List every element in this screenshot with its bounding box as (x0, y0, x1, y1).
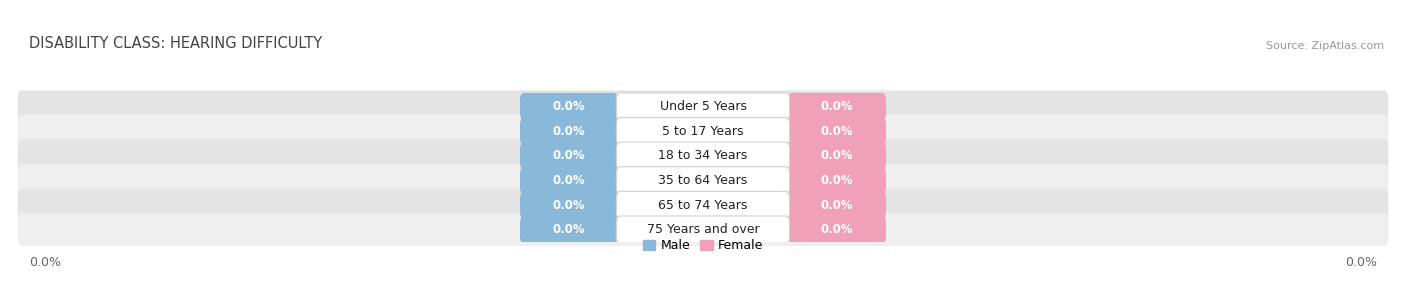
FancyBboxPatch shape (520, 93, 617, 120)
FancyBboxPatch shape (18, 115, 1388, 147)
FancyBboxPatch shape (789, 142, 886, 170)
FancyBboxPatch shape (18, 90, 1388, 123)
FancyBboxPatch shape (789, 216, 886, 244)
FancyBboxPatch shape (520, 117, 617, 145)
FancyBboxPatch shape (520, 191, 617, 219)
FancyBboxPatch shape (18, 164, 1388, 197)
FancyBboxPatch shape (520, 167, 617, 194)
Text: 75 Years and over: 75 Years and over (647, 223, 759, 236)
Text: 0.0%: 0.0% (821, 125, 853, 138)
FancyBboxPatch shape (789, 117, 886, 145)
FancyBboxPatch shape (789, 191, 886, 219)
Text: 0.0%: 0.0% (553, 125, 585, 138)
Text: 0.0%: 0.0% (821, 199, 853, 212)
Text: 65 to 74 Years: 65 to 74 Years (658, 199, 748, 212)
FancyBboxPatch shape (616, 216, 790, 244)
Text: 0.0%: 0.0% (821, 149, 853, 162)
Text: 0.0%: 0.0% (821, 100, 853, 113)
FancyBboxPatch shape (789, 93, 886, 120)
Text: 0.0%: 0.0% (821, 223, 853, 236)
Text: 0.0%: 0.0% (553, 223, 585, 236)
Text: 0.0%: 0.0% (553, 149, 585, 162)
Text: 0.0%: 0.0% (553, 174, 585, 187)
FancyBboxPatch shape (616, 93, 790, 120)
Text: DISABILITY CLASS: HEARING DIFFICULTY: DISABILITY CLASS: HEARING DIFFICULTY (28, 36, 322, 51)
Text: 0.0%: 0.0% (553, 199, 585, 212)
FancyBboxPatch shape (616, 117, 790, 145)
Text: 0.0%: 0.0% (553, 100, 585, 113)
FancyBboxPatch shape (789, 167, 886, 194)
FancyBboxPatch shape (616, 167, 790, 194)
FancyBboxPatch shape (18, 140, 1388, 172)
Text: 5 to 17 Years: 5 to 17 Years (662, 125, 744, 138)
Text: 0.0%: 0.0% (1346, 257, 1378, 269)
FancyBboxPatch shape (520, 142, 617, 170)
FancyBboxPatch shape (616, 191, 790, 219)
Text: 0.0%: 0.0% (821, 174, 853, 187)
Text: 0.0%: 0.0% (28, 257, 60, 269)
FancyBboxPatch shape (616, 142, 790, 170)
Text: Source: ZipAtlas.com: Source: ZipAtlas.com (1265, 42, 1384, 51)
FancyBboxPatch shape (18, 213, 1388, 246)
Legend: Male, Female: Male, Female (638, 234, 768, 257)
Text: Under 5 Years: Under 5 Years (659, 100, 747, 113)
Text: 35 to 64 Years: 35 to 64 Years (658, 174, 748, 187)
Text: 18 to 34 Years: 18 to 34 Years (658, 149, 748, 162)
FancyBboxPatch shape (520, 216, 617, 244)
FancyBboxPatch shape (18, 189, 1388, 221)
